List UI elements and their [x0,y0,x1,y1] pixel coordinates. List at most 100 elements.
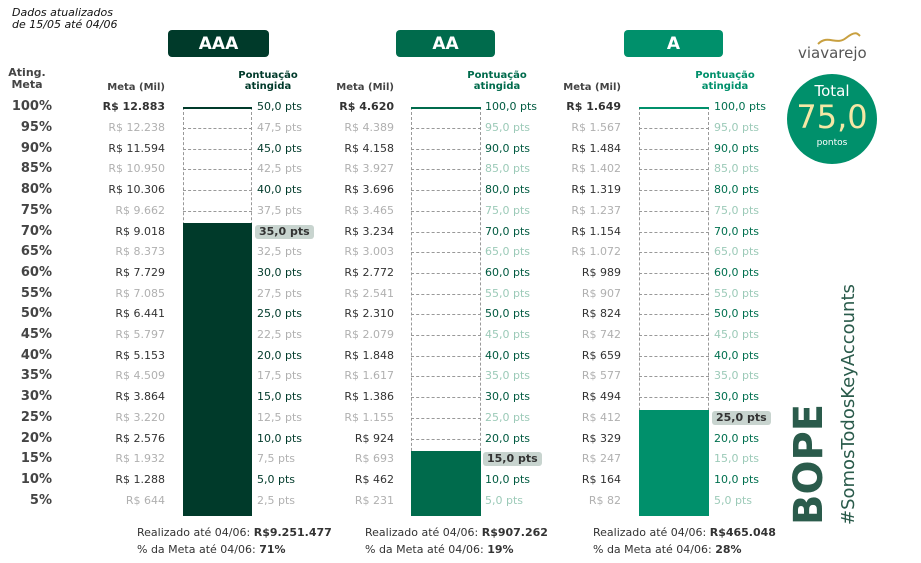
points-header-line: Pontuação [467,70,527,81]
points-value: 70,0 pts [485,224,531,238]
pct-meta-value: 28% [715,543,742,556]
tier-gridline [639,128,709,130]
points-value: 47,5 pts [257,121,303,135]
realized-label: Realizado até 04/06: [365,526,482,539]
tier-gridline [411,231,481,233]
points-value: 75,0 pts [485,203,531,217]
tier-gridline [411,272,481,274]
meta-value: R$ 924 [354,431,394,445]
tier-gridline [183,190,252,192]
axis-label-line2: Meta [11,78,43,91]
tier-gridline [411,397,481,399]
points-value: 65,0 pts [714,245,760,259]
meta-value: R$ 9.018 [115,224,165,238]
points-value: 10,0 pts [257,431,303,445]
meta-value: R$ 1.402 [571,162,621,176]
pct-meta-label: % da Meta até 04/06: [593,543,716,556]
points-value: 55,0 pts [485,286,531,300]
meta-value: R$ 1.484 [571,141,621,155]
points-value: 2,5 pts [257,493,296,507]
level-label: 30% [20,389,52,405]
meta-value: R$ 577 [581,369,621,383]
update-note-line1: Dados atualizados [12,6,113,19]
points-header: Pontuação atingida [675,70,775,92]
tier-gridline [411,128,481,130]
points-value: 20,0 pts [714,431,760,445]
tier-frame [411,107,481,516]
points-value: 55,0 pts [714,286,760,300]
tier-gridline [639,148,709,150]
points-value: 40,0 pts [485,348,531,362]
meta-value: R$ 9.662 [115,203,165,217]
meta-value: R$ 1.072 [571,245,621,259]
points-value: 45,0 pts [714,328,760,342]
meta-value: R$ 644 [125,493,165,507]
meta-value: R$ 742 [581,328,621,342]
meta-value: R$ 12.238 [108,121,165,135]
logo: viavarejo [798,32,867,62]
points-value: 10,0 pts [485,472,531,486]
points-value: 40,0 pts [714,348,760,362]
points-header: Pontuação atingida [447,70,547,92]
points-value: 32,5 pts [257,245,303,259]
level-label: 40% [20,347,52,363]
points-value: 15,0 pts [714,452,760,466]
meta-value: R$ 1.932 [115,452,165,466]
points-value: 85,0 pts [485,162,531,176]
total-unit: pontos [816,138,848,148]
realized-value: R$9.251.477 [253,526,332,539]
meta-value: R$ 12.883 [102,100,165,114]
pct-meta-text: % da Meta até 04/06: 71% [137,543,286,556]
axis-label-line1: Ating. [8,66,46,79]
points-value: 5,0 pts [485,493,524,507]
level-label: 15% [20,451,52,467]
realized-text: Realizado até 04/06: R$907.262 [365,526,548,539]
tier-gridline [183,128,252,130]
points-header-line: atingida [473,81,521,92]
level-label: 45% [20,327,52,343]
points-value: 5,0 pts [714,493,753,507]
level-label: 65% [20,244,52,260]
pct-meta-label: % da Meta até 04/06: [365,543,488,556]
meta-value: R$ 1.237 [571,203,621,217]
tier-gridline [639,355,709,357]
points-value: 15,0 pts [257,390,303,404]
tier-gridline [183,148,252,150]
achieved-bar-aaa [183,223,252,516]
tier-gridline [639,272,709,274]
points-value: 20,0 pts [485,431,531,445]
points-value: 7,5 pts [257,452,296,466]
level-label: 80% [20,182,52,198]
meta-value: R$ 3.696 [344,183,394,197]
tier-gridline [411,190,481,192]
meta-value: R$ 4.158 [344,141,394,155]
points-value: 30,0 pts [714,390,760,404]
tier-gridline [639,293,709,295]
tier-top-line [639,107,709,110]
points-value: 90,0 pts [714,141,760,155]
level-label: 70% [20,223,52,239]
tier-gridline [411,314,481,316]
logo-text: viavarejo [798,44,867,62]
bope-title: BOPE [786,403,832,525]
tier-gridline [411,438,481,440]
update-note-line2: de 15/05 até 04/06 [12,18,118,31]
total-circle: Total 75,0 pontos [787,74,877,164]
meta-value: R$ 329 [581,431,621,445]
meta-value: R$ 5.797 [115,328,165,342]
meta-header: Meta (Mil) [107,82,165,93]
tier-badge-aaa: AAA [168,30,269,57]
points-value: 50,0 pts [485,307,531,321]
points-value: 42,5 pts [257,162,303,176]
tier-gridline [411,355,481,357]
meta-value: R$ 4.620 [339,100,394,114]
points-value: 20,0 pts [257,348,303,362]
points-value: 30,0 pts [485,390,531,404]
points-value: 22,5 pts [257,328,303,342]
points-value: 35,0 pts [255,224,314,239]
realized-value: R$907.262 [481,526,548,539]
tier-gridline [411,335,481,337]
total-label: Total [814,82,850,100]
pct-meta-label: % da Meta até 04/06: [137,543,260,556]
level-label: 50% [20,306,52,322]
